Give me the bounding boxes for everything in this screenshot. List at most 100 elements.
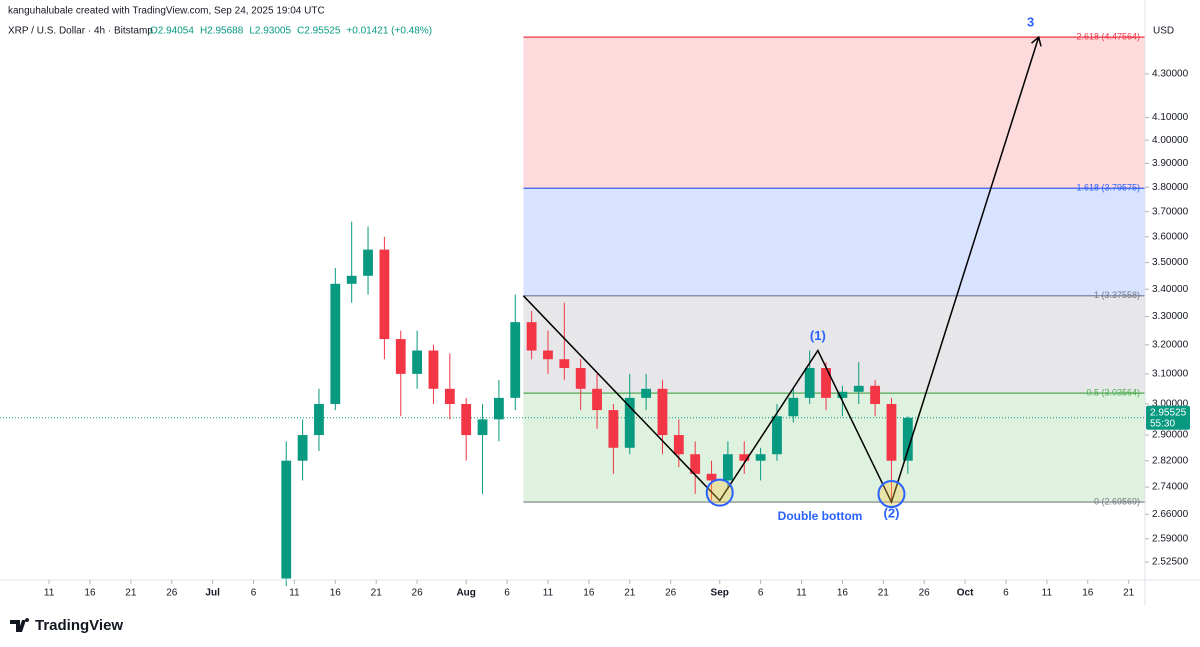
candle-body xyxy=(739,454,750,461)
y-tick-label: 3.10000 xyxy=(1152,369,1189,380)
candle-body xyxy=(297,435,308,461)
candle-body xyxy=(543,350,553,360)
candle-body xyxy=(526,322,537,351)
candle-body xyxy=(772,416,782,455)
x-tick-label: 6 xyxy=(758,588,764,599)
x-tick-label: 16 xyxy=(837,588,849,599)
x-tick-label: 16 xyxy=(1082,588,1094,599)
y-tick-label: 4.00000 xyxy=(1152,135,1189,146)
fib-zone xyxy=(523,188,1145,296)
x-tick-label: 26 xyxy=(166,588,178,599)
candle-body xyxy=(624,397,635,448)
x-tick-label: 11 xyxy=(44,588,55,599)
x-tick-label: 21 xyxy=(125,588,137,599)
pattern-label: (1) xyxy=(810,328,826,343)
candle-body xyxy=(722,454,733,481)
bottom-marker xyxy=(877,480,906,509)
candle-body xyxy=(363,249,373,276)
fib-label: 0 (2.69569) xyxy=(1094,496,1140,506)
candle-body xyxy=(330,283,341,404)
x-tick-label: 11 xyxy=(1042,588,1053,599)
y-tick-label: 2.82000 xyxy=(1152,455,1189,466)
y-tick-label: 3.30000 xyxy=(1152,311,1189,322)
candle-body xyxy=(837,391,848,398)
bottom-marker xyxy=(705,478,734,507)
x-tick-label: 6 xyxy=(504,588,510,599)
y-tick-label: 4.10000 xyxy=(1152,112,1189,123)
fib-zone xyxy=(523,37,1145,189)
candle-body xyxy=(657,388,668,436)
pattern-label: (2) xyxy=(884,505,900,520)
candle-body xyxy=(314,403,324,436)
y-tick-label: 4.30000 xyxy=(1152,68,1189,79)
candle-body xyxy=(886,403,897,461)
x-tick-label: 16 xyxy=(84,588,96,599)
candle-body xyxy=(608,410,619,448)
x-tick-label: Aug xyxy=(456,588,475,599)
x-tick-label: 6 xyxy=(1003,588,1009,599)
y-tick-label: 2.59000 xyxy=(1152,533,1189,544)
candle-body xyxy=(510,322,521,398)
candle-body xyxy=(788,397,799,417)
x-tick-label: 11 xyxy=(289,588,300,599)
pattern-name: Double bottom xyxy=(778,509,863,523)
y-tick-label: 3.50000 xyxy=(1152,257,1189,268)
candle-body xyxy=(444,388,455,404)
x-tick-label: 26 xyxy=(665,588,677,599)
y-tick-label: 3.60000 xyxy=(1152,231,1189,242)
candle-body xyxy=(461,403,472,436)
last-price-box xyxy=(1146,405,1190,430)
ohlc-value: C2.95525 xyxy=(297,26,341,37)
candle-body xyxy=(804,367,815,398)
y-tick-label: 3.40000 xyxy=(1152,284,1189,295)
currency: USD xyxy=(1153,26,1174,37)
candle-body xyxy=(412,350,423,374)
x-tick-label: Jul xyxy=(205,588,220,599)
candle-body xyxy=(395,339,406,374)
candle-body xyxy=(346,275,357,284)
candle-body xyxy=(281,460,292,579)
change: +0.01421 (+0.48%) xyxy=(346,26,432,37)
x-tick-label: 16 xyxy=(583,588,595,599)
candle-body xyxy=(690,454,701,474)
x-tick-label: Sep xyxy=(711,588,729,599)
y-tick-label: 2.52500 xyxy=(1152,557,1189,568)
countdown: 55:30 xyxy=(1150,418,1175,429)
candle-body xyxy=(559,359,570,368)
x-tick-label: 21 xyxy=(1123,588,1135,599)
x-tick-label: 26 xyxy=(919,588,931,599)
fib-label: 1 (3.37558) xyxy=(1094,290,1140,300)
x-tick-label: 21 xyxy=(371,588,383,599)
ohlc-value: O2.94054 xyxy=(150,26,194,37)
x-tick-label: 21 xyxy=(878,588,890,599)
y-tick-label: 2.74000 xyxy=(1152,482,1189,493)
fib-label: 2.618 (4.47564) xyxy=(1076,31,1140,41)
x-tick-label: 26 xyxy=(412,588,424,599)
y-tick-label: 3.00000 xyxy=(1152,399,1189,410)
candle-body xyxy=(575,367,586,389)
symbol: XRP / U.S. Dollar · 4h · Bitstamp xyxy=(8,26,153,37)
candle-body xyxy=(902,417,913,461)
y-tick-label: 2.90000 xyxy=(1152,430,1189,441)
ohlc-value: H2.95688 xyxy=(200,26,244,37)
pattern-label: 3 xyxy=(1027,15,1034,30)
candle-body xyxy=(821,367,831,398)
x-tick-label: 16 xyxy=(330,588,342,599)
x-tick-label: 11 xyxy=(796,588,807,599)
x-tick-label: 21 xyxy=(624,588,636,599)
last-price: 2.95525 xyxy=(1150,407,1187,418)
candle-body xyxy=(592,388,602,411)
x-tick-label: 11 xyxy=(543,588,554,599)
candle-body xyxy=(493,397,504,420)
y-tick-label: 2.66000 xyxy=(1152,509,1189,520)
y-tick-label: 3.90000 xyxy=(1152,158,1189,169)
y-tick-label: 3.20000 xyxy=(1152,339,1189,350)
ohlc-value: L2.93005 xyxy=(249,26,291,37)
candle-body xyxy=(477,419,488,436)
candle-body xyxy=(870,385,881,404)
fib-label: 1.618 (3.79575) xyxy=(1076,183,1140,193)
candle-body xyxy=(706,473,717,481)
fib-label: 0.5 (3.03564) xyxy=(1086,388,1140,398)
